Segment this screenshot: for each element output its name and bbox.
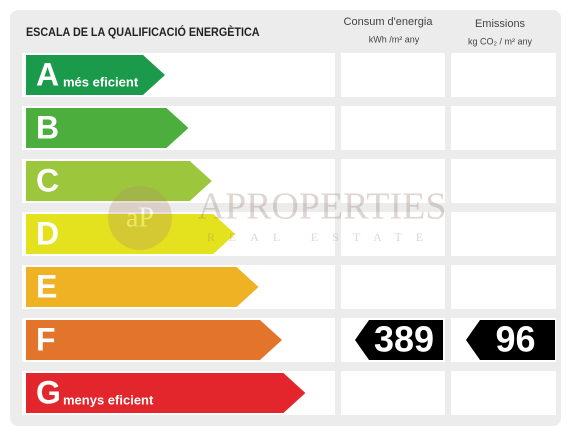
consum-cell — [341, 106, 445, 150]
class-note: més eficient — [63, 74, 139, 89]
class-note: menys eficient — [63, 392, 154, 407]
class-letter: A — [36, 56, 59, 92]
emissions-cell — [451, 159, 556, 203]
watermark-circle — [108, 186, 172, 250]
watermark: aP APROPERTIES REAL ESTATE — [108, 186, 447, 250]
emissions-cell — [451, 53, 556, 97]
consum-badge — [355, 320, 443, 360]
emissions-cell — [451, 265, 556, 309]
class-letter: G — [36, 374, 61, 410]
emissions-cell — [451, 106, 556, 150]
consum-cell — [341, 371, 445, 415]
class-arrow — [26, 161, 212, 201]
consum-cell — [341, 265, 445, 309]
class-letter: E — [36, 268, 57, 304]
class-arrow — [26, 267, 259, 307]
emissions-label: Emissions — [475, 18, 526, 30]
consum-label: Consum d'energia — [344, 16, 434, 28]
emissions-cell — [451, 371, 556, 415]
class-arrow — [26, 320, 282, 360]
watermark-name: APROPERTIES — [198, 186, 447, 228]
class-arrow — [26, 108, 189, 148]
consum-cell — [341, 159, 445, 203]
class-letter: D — [36, 215, 59, 251]
consum-unit: kWh /m² any — [369, 34, 420, 44]
emissions-value: 96 — [495, 319, 535, 360]
watermark-logo: aP — [126, 202, 154, 233]
consum-cell — [341, 53, 445, 97]
title: ESCALA DE LA QUALIFICACIÓ ENERGÈTICA — [26, 26, 260, 40]
class-letter: C — [36, 162, 59, 198]
consum-cell — [341, 212, 445, 256]
class-letter: B — [36, 109, 59, 145]
class-arrow — [26, 214, 236, 254]
class-arrow — [26, 373, 306, 413]
emissions-cell — [451, 212, 556, 256]
emissions-badge — [466, 320, 555, 360]
watermark-tagline: REAL ESTATE — [207, 230, 437, 244]
consum-value: 389 — [374, 319, 434, 360]
class-arrow — [26, 55, 165, 95]
class-letter: F — [36, 321, 56, 357]
emissions-unit: kg CO₂ / m² any — [468, 36, 533, 46]
